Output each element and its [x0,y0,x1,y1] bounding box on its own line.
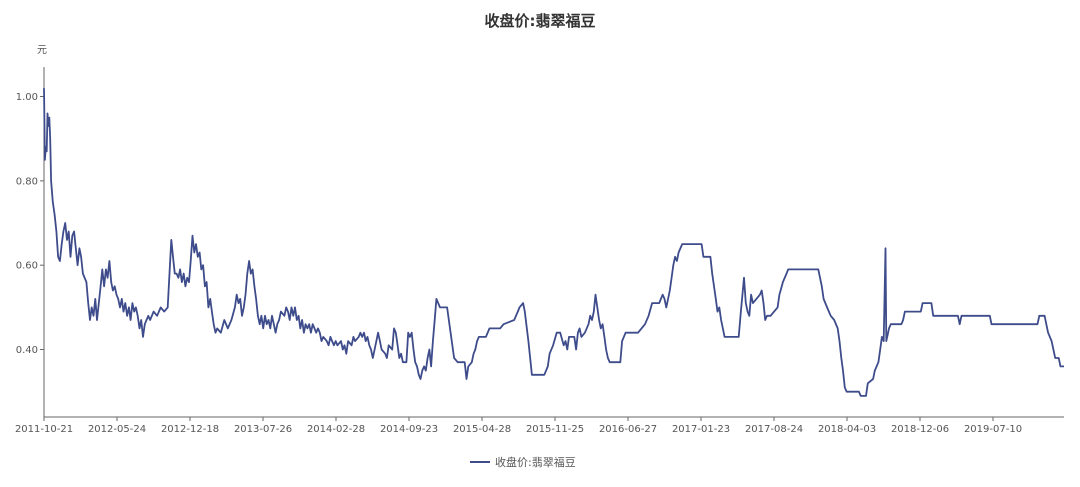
x-tick-label: 2012-05-24 [88,424,146,435]
legend-label: 收盘价:翡翠福豆 [495,456,576,469]
y-tick-label: 0.60 [16,261,38,272]
x-tick-label: 2014-02-28 [307,424,365,435]
x-tick-label: 2012-12-18 [161,424,219,435]
price-line [43,88,1064,397]
y-axis-unit-label: 元 [37,45,47,56]
x-tick-label: 2016-06-27 [599,424,657,435]
x-tick-label: 2015-04-28 [453,424,511,435]
x-tick-label: 2013-07-26 [234,424,292,435]
legend[interactable]: 收盘价:翡翠福豆 [470,454,576,470]
x-tick-label: 2018-04-03 [818,424,876,435]
legend-line-swatch [470,461,490,463]
x-tick-label: 2015-11-25 [526,424,584,435]
chart-title: 收盘价:翡翠福豆 [484,12,596,30]
x-tick-label: 2017-01-23 [672,424,730,435]
x-tick-label: 2018-12-06 [891,424,949,435]
x-tick-label: 2017-08-24 [745,424,803,435]
y-axis: 0.40 0.60 0.80 1.00 [16,67,45,417]
x-tick-label: 2019-07-10 [964,424,1022,435]
y-tick-label: 0.80 [16,176,38,187]
y-tick-label: 1.00 [16,92,38,103]
x-tick-label: 2014-09-23 [380,424,438,435]
x-tick-label: 2011-10-21 [15,424,73,435]
x-axis: 2011-10-21 2012-05-24 2012-12-18 2013-07-26… [15,416,1064,435]
y-tick-label: 0.40 [16,345,38,356]
